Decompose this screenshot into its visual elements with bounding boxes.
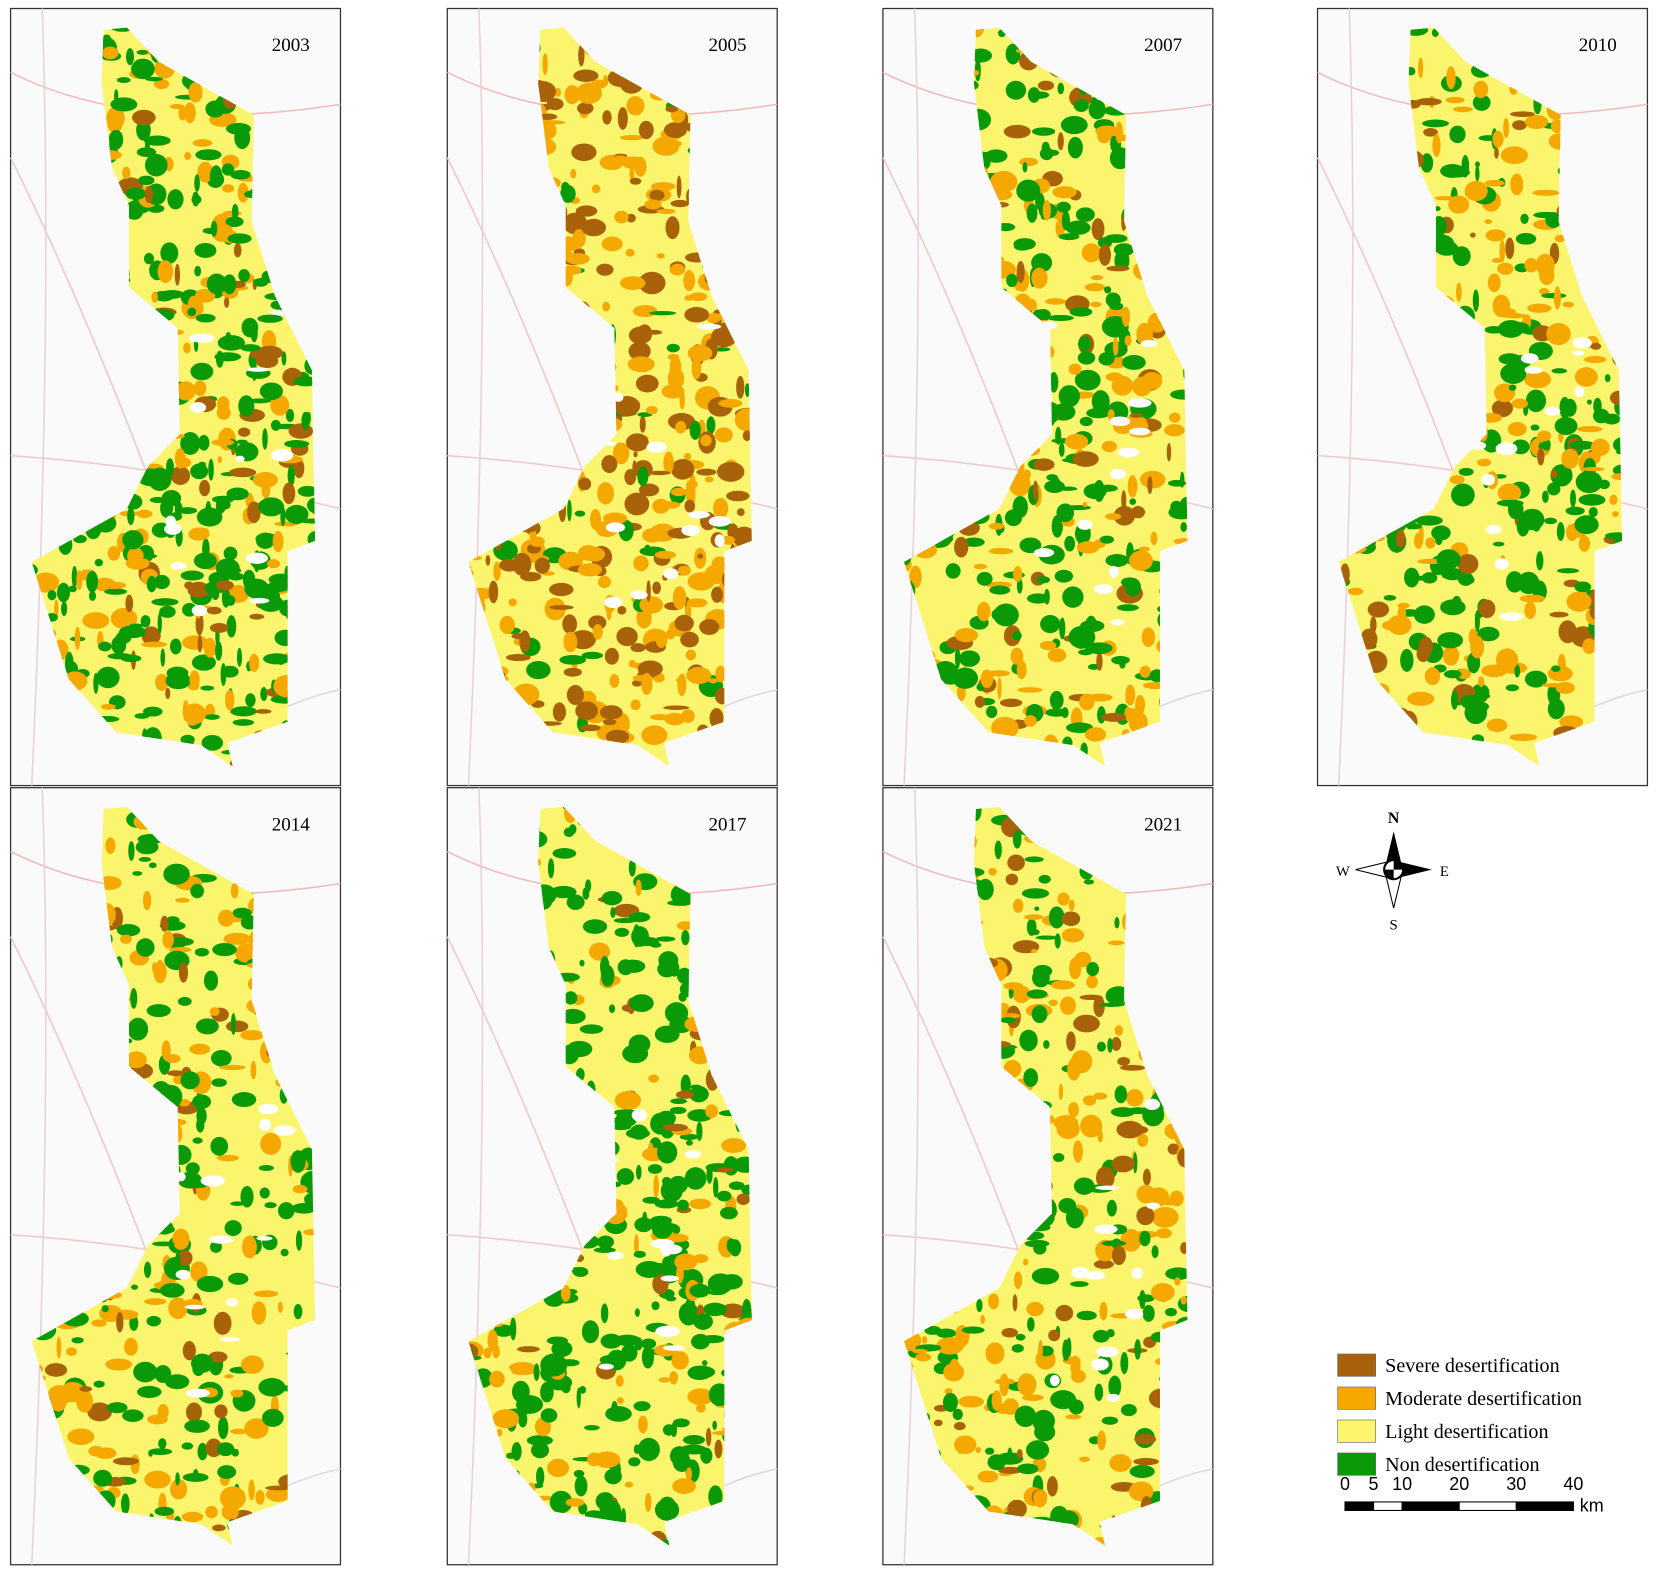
panel-year: 2003 — [272, 35, 310, 56]
scale-label: 10 — [1392, 1474, 1412, 1494]
map-panel: 2005 — [446, 7, 778, 787]
scale-label: 0 — [1340, 1474, 1350, 1494]
legend-swatch — [1337, 1353, 1376, 1377]
panel-year: 2014 — [272, 814, 310, 835]
scale-label: 5 — [1369, 1474, 1379, 1494]
map-panel: 2010 — [1316, 7, 1649, 787]
desertification-map — [904, 27, 1188, 767]
scale-label: 30 — [1506, 1474, 1526, 1494]
scale-label: 20 — [1449, 1474, 1469, 1494]
legend-label: Severe desertification — [1385, 1355, 1559, 1377]
compass-e: E — [1440, 864, 1449, 880]
scale-segment — [1373, 1501, 1403, 1511]
legend-swatch — [1337, 1419, 1376, 1443]
scale-label: 40 — [1563, 1474, 1583, 1494]
compass-s: S — [1390, 917, 1398, 933]
map-panel: 2007 — [882, 7, 1214, 787]
map-panel: 2021 — [882, 787, 1214, 1566]
legend-swatch — [1337, 1452, 1376, 1476]
scale-segment — [1515, 1501, 1574, 1511]
compass-w: W — [1336, 864, 1350, 880]
map-panel: 2003 — [9, 7, 342, 787]
map-panel: 2014 — [9, 787, 342, 1566]
panel-year: 2017 — [708, 814, 746, 835]
legend-swatch — [1337, 1386, 1376, 1410]
scale-segment — [1458, 1501, 1517, 1511]
panel-year: 2010 — [1579, 35, 1617, 56]
compass: N S W E — [1336, 810, 1449, 934]
legend-label: Non desertification — [1385, 1454, 1539, 1476]
scale-unit: km — [1580, 1495, 1604, 1515]
legend-label: Moderate desertification — [1385, 1388, 1582, 1410]
panel-year: 2007 — [1144, 35, 1182, 56]
panel-year: 2021 — [1144, 814, 1182, 835]
panel-year: 2005 — [708, 35, 746, 56]
legend: Severe desertification Moderate desertifi… — [1337, 1353, 1582, 1476]
scale-segment — [1401, 1501, 1460, 1511]
compass-n: N — [1388, 810, 1400, 827]
map-panel: 2017 — [446, 787, 778, 1566]
legend-label: Light desertification — [1385, 1421, 1548, 1443]
scale-segment — [1344, 1501, 1375, 1511]
